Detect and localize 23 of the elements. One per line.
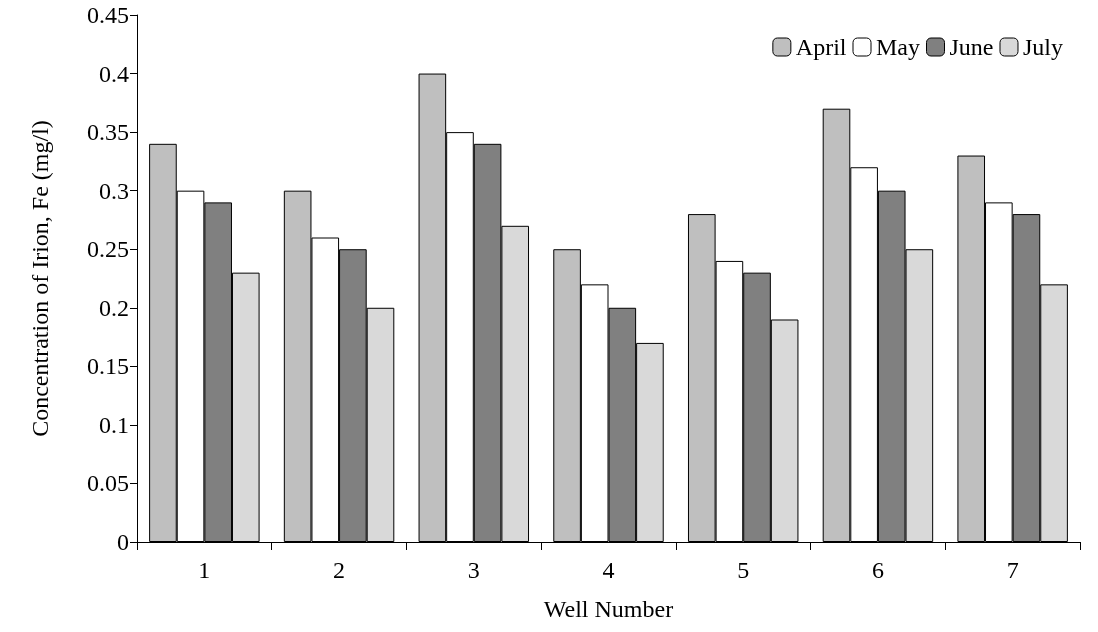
x-tick-label: 4	[602, 557, 615, 583]
y-tick-label: 0	[117, 529, 129, 555]
y-tick-label: 0.25	[87, 236, 129, 263]
x-tick-label: 2	[333, 557, 346, 583]
y-tick-label: 0.05	[87, 470, 129, 497]
y-tick-label: 0.3	[99, 177, 129, 204]
x-tick-label: 1	[198, 557, 211, 583]
legend-label: April	[795, 34, 847, 60]
y-axis-title: Concentration of Irion, Fe (mg/l)	[27, 120, 53, 437]
y-tick-label: 0.2	[99, 294, 129, 321]
y-tick-label: 0.1	[99, 411, 129, 438]
x-tick-label: 6	[871, 557, 884, 583]
y-tick-label: 0.35	[87, 119, 129, 146]
y-tick-label: 0.15	[87, 353, 129, 380]
y-tick-label: 0.45	[87, 2, 129, 28]
legend-label: June	[949, 34, 994, 60]
legend-label: July	[1022, 34, 1064, 60]
x-tick-label: 5	[737, 557, 750, 583]
legend-label: May	[876, 34, 921, 60]
y-tick-label: 0.4	[99, 60, 129, 87]
x-tick-label: 7	[1006, 557, 1019, 583]
x-tick-label: 3	[467, 557, 480, 583]
x-axis-title: Well Number	[543, 596, 674, 622]
